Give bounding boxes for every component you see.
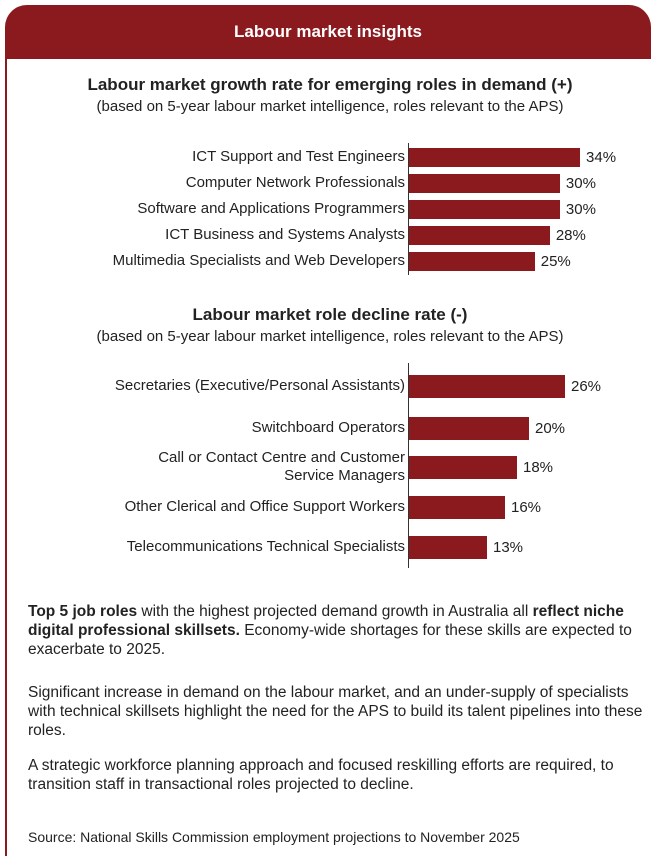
category-label: Other Clerical and Office Support Worker… (124, 498, 405, 515)
category-label: ICT Business and Systems Analysts (165, 226, 405, 243)
paragraph: A strategic workforce planning approach … (28, 757, 614, 793)
paragraph: Top 5 job roles with the highest project… (28, 602, 648, 659)
text: with the highest projected demand growth… (137, 603, 533, 620)
category-label: Call or Contact Centre and Customer Serv… (158, 449, 405, 484)
value-label: 20% (535, 419, 566, 437)
bar (409, 199, 560, 219)
header: Labour market insights (5, 5, 651, 59)
value-label: 34% (586, 148, 617, 166)
value-label: 30% (565, 174, 596, 192)
bar (409, 374, 565, 398)
bold-text: reflect niche digital professional skill… (28, 603, 624, 639)
paragraph: Significant increase in demand on the la… (28, 684, 643, 739)
category-label: Computer Network Professionals (185, 174, 405, 191)
chart-subtitle: (based on 5-year labour market intellige… (96, 98, 564, 115)
source: Source: National Skills Commission emplo… (28, 829, 520, 845)
value-label: 26% (571, 377, 602, 395)
value-label: 18% (523, 458, 554, 476)
category-label: ICT Support and Test Engineers (192, 148, 405, 165)
value-label: 30% (565, 200, 596, 218)
bar (409, 225, 550, 245)
axis-line (408, 363, 409, 568)
bar (409, 535, 487, 559)
border (5, 58, 7, 856)
value-label: 28% (555, 226, 586, 244)
axis-line (408, 143, 409, 275)
text: Economy-wide shortages for these skills … (28, 622, 632, 658)
chart-title: Labour market growth rate for emerging r… (87, 75, 573, 94)
bar (409, 251, 535, 271)
value-label: 25% (540, 252, 571, 270)
value-label: 16% (511, 498, 542, 516)
chart-title: Labour market role decline rate (-) (192, 305, 468, 324)
bold-text: Top 5 job roles (28, 603, 138, 620)
bar (409, 147, 581, 167)
bar (409, 173, 560, 193)
category-label: Software and Applications Programmers (137, 200, 405, 217)
category-label: Secretaries (Executive/Personal Assistan… (114, 377, 405, 394)
category-label: Telecommunications Technical Specialists (126, 538, 405, 555)
chart-subtitle: (based on 5-year labour market intellige… (96, 328, 564, 345)
bar (409, 416, 529, 440)
bar (409, 455, 517, 479)
category-label: Multimedia Specialists and Web Developer… (112, 252, 405, 269)
value-label: 13% (493, 538, 524, 556)
bar (409, 495, 505, 519)
category-label: Switchboard Operators (251, 419, 405, 436)
